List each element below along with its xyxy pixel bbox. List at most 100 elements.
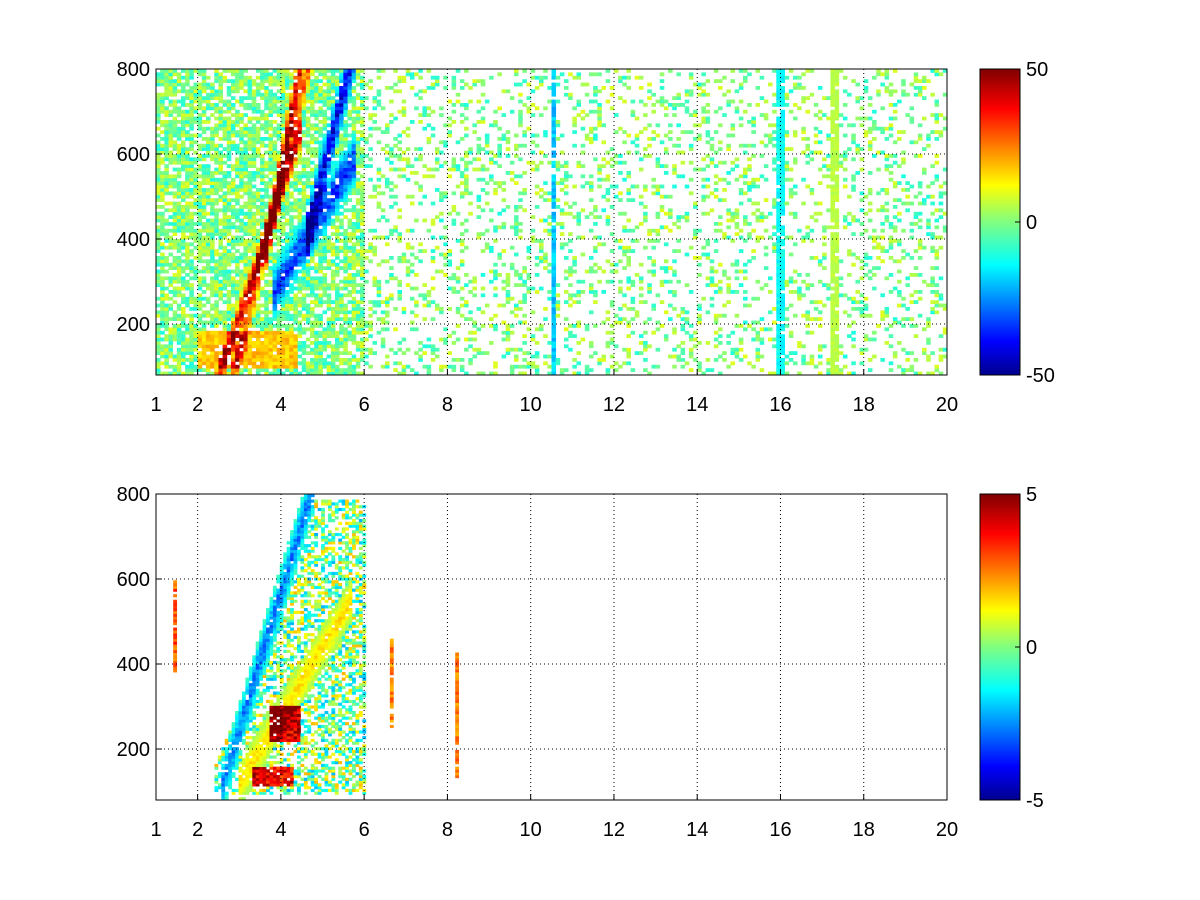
heatmap-cell (230, 205, 236, 209)
heatmap-cell (601, 86, 607, 90)
heatmap-cell (597, 103, 602, 107)
heatmap-cell (293, 303, 298, 308)
heatmap-cell (255, 235, 261, 240)
heatmap-cell (268, 201, 273, 206)
heatmap-cell (580, 208, 586, 213)
heatmap-cell (526, 273, 532, 277)
heatmap-cell (330, 191, 336, 196)
heatmap-cell (264, 86, 269, 90)
heatmap-cell (343, 259, 348, 264)
heatmap-cell (630, 198, 636, 202)
heatmap-cell (551, 143, 557, 148)
heatmap-cell (197, 188, 203, 192)
heatmap-cell (314, 296, 319, 301)
heatmap-cell (226, 283, 232, 287)
heatmap-cell (609, 337, 615, 342)
heatmap-cell (189, 109, 194, 114)
heatmap-cell (226, 116, 232, 121)
heatmap-cell (572, 324, 577, 328)
heatmap-cell (222, 293, 228, 298)
heatmap-cell (318, 368, 323, 372)
heatmap-cell (218, 181, 224, 185)
heatmap-cell (268, 327, 273, 332)
heatmap-cell (343, 113, 348, 117)
heatmap-cell (293, 347, 298, 352)
heatmap-cell (197, 167, 203, 172)
heatmap-cell (476, 109, 482, 114)
heatmap-cell (260, 252, 265, 257)
heatmap-cell (276, 225, 282, 230)
heatmap-cell (172, 222, 178, 226)
heatmap-cell (272, 269, 278, 274)
heatmap-cell (551, 154, 557, 158)
heatmap-cell (255, 211, 261, 216)
heatmap-cell (285, 113, 290, 117)
heatmap-cell (330, 286, 336, 291)
heatmap-cell (301, 72, 307, 77)
heatmap-cell (547, 228, 552, 233)
heatmap-cell (210, 330, 215, 335)
heatmap-cell (355, 147, 361, 151)
heatmap-cell (176, 279, 182, 284)
heatmap-cell (226, 228, 232, 233)
heatmap-cell (260, 96, 265, 100)
heatmap-cell (239, 116, 244, 121)
heatmap-cell (255, 92, 261, 97)
heatmap-cell (280, 249, 286, 253)
heatmap-cell (576, 300, 582, 304)
heatmap-cell (293, 120, 298, 124)
heatmap-cell (172, 92, 178, 97)
heatmap-cell (326, 239, 332, 243)
heatmap-cell (280, 211, 286, 216)
heatmap-cell (318, 150, 323, 155)
heatmap-cell (305, 130, 311, 134)
heatmap-cell (197, 327, 203, 332)
heatmap-cell (339, 293, 344, 298)
heatmap-cell (185, 225, 190, 230)
heatmap-cell (522, 208, 527, 213)
heatmap-cell (347, 154, 353, 158)
heatmap-cell (272, 266, 278, 270)
heatmap-cell (318, 341, 323, 345)
heatmap-cell (185, 300, 190, 304)
heatmap-cell (251, 341, 257, 345)
heatmap-cell (397, 256, 403, 260)
heatmap-cell (160, 296, 165, 301)
heatmap-cell (297, 106, 303, 111)
heatmap-cell (172, 140, 178, 145)
heatmap-cell (185, 296, 190, 301)
heatmap-cell (314, 99, 319, 104)
heatmap-cell (547, 160, 552, 165)
heatmap-cell (176, 79, 182, 83)
heatmap-cell (247, 198, 253, 202)
heatmap-cell (305, 266, 311, 270)
heatmap-cell (164, 201, 169, 206)
heatmap-cell (243, 242, 248, 247)
heatmap-cell (351, 103, 357, 107)
heatmap-cell (559, 133, 565, 138)
heatmap-cell (547, 99, 552, 104)
heatmap-cell (172, 368, 178, 372)
heatmap-cell (493, 225, 498, 230)
heatmap-cell (243, 140, 248, 145)
heatmap-cell (359, 232, 365, 236)
heatmap-cell (301, 82, 307, 87)
heatmap-cell (301, 92, 307, 97)
heatmap-cell (172, 194, 178, 199)
heatmap-cell (247, 184, 253, 189)
heatmap-cell (264, 116, 269, 121)
heatmap-cell (476, 177, 482, 182)
heatmap-cell (305, 344, 311, 349)
heatmap-cell (251, 245, 257, 250)
heatmap-cell (226, 218, 232, 223)
heatmap-cell (355, 96, 361, 100)
heatmap-cell (422, 303, 427, 308)
heatmap-cell (543, 191, 548, 196)
heatmap-cell (572, 259, 577, 264)
heatmap-cell (347, 92, 353, 97)
heatmap-cell (189, 283, 194, 287)
heatmap-cell (239, 171, 244, 175)
heatmap-cell (239, 310, 244, 315)
heatmap-cell (626, 69, 631, 73)
heatmap-cell (297, 126, 303, 131)
